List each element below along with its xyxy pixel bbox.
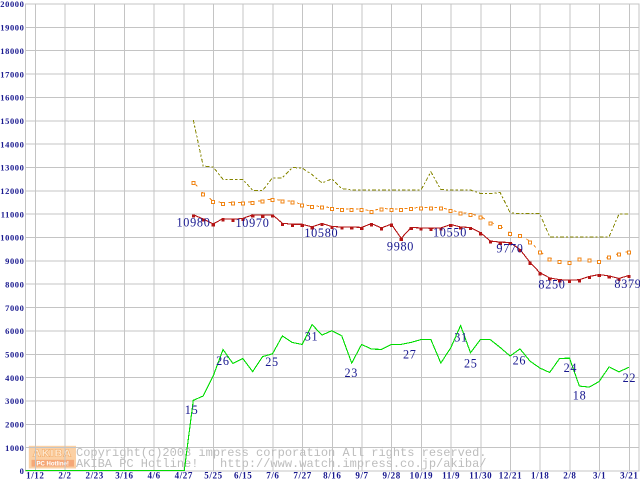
svg-text:8250: 8250 <box>538 278 565 292</box>
svg-text:2000: 2000 <box>5 420 24 430</box>
svg-text:10000: 10000 <box>0 233 24 243</box>
svg-text:31: 31 <box>454 330 468 344</box>
svg-text:5000: 5000 <box>5 349 24 359</box>
svg-text:PC Hotline!: PC Hotline! <box>37 462 69 468</box>
svg-text:9980: 9980 <box>387 240 414 254</box>
svg-text:31: 31 <box>305 330 319 344</box>
svg-text:3/16: 3/16 <box>115 470 133 480</box>
svg-text:11/30: 11/30 <box>469 470 492 480</box>
svg-text:6000: 6000 <box>5 326 24 336</box>
svg-text:AKIBA PC Hotline! http://www: AKIBA PC Hotline! http://www.watch.impre… <box>76 457 486 471</box>
svg-text:8/16: 8/16 <box>323 470 341 480</box>
svg-text:4/27: 4/27 <box>175 470 193 480</box>
svg-text:7000: 7000 <box>5 303 24 313</box>
svg-text:18000: 18000 <box>0 46 24 56</box>
svg-text:10580: 10580 <box>304 226 338 240</box>
svg-text:8379: 8379 <box>614 277 640 291</box>
svg-text:1/18: 1/18 <box>531 470 549 480</box>
svg-text:11/9: 11/9 <box>442 470 460 480</box>
svg-text:Copyright(c)2003 impress corpo: Copyright(c)2003 impress corporation All… <box>76 446 486 460</box>
svg-text:12/21: 12/21 <box>499 470 523 480</box>
svg-text:4/6: 4/6 <box>147 470 160 480</box>
svg-text:13000: 13000 <box>0 163 24 173</box>
svg-text:10550: 10550 <box>433 226 467 240</box>
svg-text:6/15: 6/15 <box>234 470 252 480</box>
svg-text:10980: 10980 <box>177 216 211 230</box>
svg-text:19000: 19000 <box>0 23 24 33</box>
svg-text:14000: 14000 <box>0 139 24 149</box>
svg-text:1/12: 1/12 <box>26 470 44 480</box>
svg-text:12000: 12000 <box>0 186 24 196</box>
svg-text:9770: 9770 <box>496 241 523 255</box>
svg-text:0: 0 <box>20 466 25 476</box>
svg-text:2/23: 2/23 <box>85 470 103 480</box>
svg-text:3/1: 3/1 <box>593 470 606 480</box>
svg-text:20000: 20000 <box>0 0 24 9</box>
svg-text:18: 18 <box>573 388 587 402</box>
svg-text:1000: 1000 <box>5 443 24 453</box>
svg-text:22: 22 <box>623 371 637 385</box>
svg-text:16000: 16000 <box>0 93 24 103</box>
svg-text:9000: 9000 <box>5 256 24 266</box>
svg-text:25: 25 <box>464 357 478 371</box>
svg-text:27: 27 <box>403 347 417 361</box>
svg-text:11000: 11000 <box>1 209 25 219</box>
svg-text:9/28: 9/28 <box>382 470 400 480</box>
svg-text:15000: 15000 <box>0 116 24 126</box>
svg-text:24: 24 <box>564 361 578 375</box>
svg-text:7/27: 7/27 <box>293 470 311 480</box>
svg-text:3000: 3000 <box>5 396 24 406</box>
svg-text:17000: 17000 <box>0 69 24 79</box>
svg-text:8000: 8000 <box>5 279 24 289</box>
svg-text:23: 23 <box>345 366 359 380</box>
svg-text:15: 15 <box>185 403 199 417</box>
svg-text:10/19: 10/19 <box>410 470 434 480</box>
svg-text:5/25: 5/25 <box>204 470 222 480</box>
svg-text:2/2: 2/2 <box>58 470 71 480</box>
svg-text:26: 26 <box>513 354 527 368</box>
svg-text:7/6: 7/6 <box>266 470 279 480</box>
svg-text:4000: 4000 <box>5 373 24 383</box>
svg-text:26: 26 <box>216 354 230 368</box>
svg-text:AKIBA: AKIBA <box>33 448 72 460</box>
svg-text:25: 25 <box>265 355 279 369</box>
svg-text:2/8: 2/8 <box>563 470 576 480</box>
svg-text:10970: 10970 <box>236 216 270 230</box>
svg-text:9/7: 9/7 <box>355 470 368 480</box>
svg-text:3/21: 3/21 <box>620 470 638 480</box>
